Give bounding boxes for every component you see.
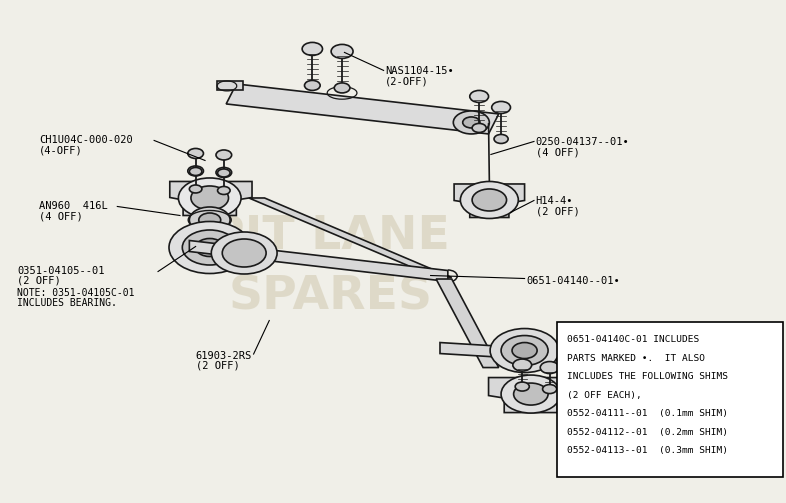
Circle shape [302, 42, 322, 55]
Polygon shape [226, 84, 499, 134]
Circle shape [513, 383, 548, 405]
Text: INCLUDES THE FOLLOWING SHIMS: INCLUDES THE FOLLOWING SHIMS [567, 372, 728, 381]
Circle shape [494, 134, 508, 143]
Text: 0250-04137--01•: 0250-04137--01• [535, 137, 630, 147]
Text: (2 OFF): (2 OFF) [535, 206, 579, 216]
Text: 0351-04105--01: 0351-04105--01 [17, 266, 105, 276]
Circle shape [490, 328, 559, 373]
Circle shape [216, 150, 232, 160]
Polygon shape [170, 182, 252, 215]
Polygon shape [489, 378, 573, 412]
Text: (2-OFF): (2-OFF) [385, 76, 429, 87]
Circle shape [178, 178, 241, 218]
Text: 0651-04140C-01 INCLUDES: 0651-04140C-01 INCLUDES [567, 335, 699, 344]
Circle shape [512, 359, 531, 371]
Text: NAS1104-15•: NAS1104-15• [385, 66, 454, 76]
Circle shape [169, 221, 251, 274]
Circle shape [189, 185, 202, 193]
Circle shape [216, 167, 232, 178]
Text: 0552-04112--01  (0.2mm SHIM): 0552-04112--01 (0.2mm SHIM) [567, 428, 728, 437]
Circle shape [454, 111, 490, 134]
Text: (4-OFF): (4-OFF) [39, 145, 83, 155]
Text: 0552-04111--01  (0.1mm SHIM): 0552-04111--01 (0.1mm SHIM) [567, 409, 728, 418]
Circle shape [542, 385, 556, 393]
Circle shape [501, 336, 548, 366]
FancyBboxPatch shape [557, 321, 783, 477]
Circle shape [572, 349, 586, 358]
Circle shape [472, 123, 487, 132]
Circle shape [199, 213, 221, 227]
Polygon shape [189, 240, 448, 282]
Circle shape [582, 349, 603, 362]
Circle shape [222, 239, 266, 267]
Circle shape [566, 345, 593, 362]
Circle shape [211, 232, 277, 274]
Circle shape [470, 91, 489, 103]
Text: (2 OFF): (2 OFF) [196, 361, 240, 371]
Text: (2 OFF EACH),: (2 OFF EACH), [567, 390, 641, 399]
Text: H14-4•: H14-4• [535, 197, 573, 206]
Text: 61903-2RS: 61903-2RS [196, 351, 252, 361]
Text: SPARES: SPARES [228, 274, 432, 319]
Text: (2 OFF): (2 OFF) [17, 276, 61, 286]
Text: (4 OFF): (4 OFF) [535, 147, 579, 157]
Circle shape [218, 187, 230, 195]
Text: 0552-04113--01  (0.3mm SHIM): 0552-04113--01 (0.3mm SHIM) [567, 446, 728, 455]
Polygon shape [454, 184, 524, 217]
Circle shape [512, 343, 537, 359]
Circle shape [461, 182, 518, 218]
Circle shape [304, 80, 320, 91]
Circle shape [188, 148, 204, 158]
Circle shape [515, 382, 529, 391]
Text: AN960  416L: AN960 416L [39, 202, 108, 211]
Circle shape [182, 230, 237, 265]
Circle shape [189, 207, 230, 233]
Text: PIT LANE: PIT LANE [211, 214, 450, 259]
Circle shape [191, 186, 229, 210]
Polygon shape [436, 279, 499, 368]
Circle shape [540, 362, 559, 374]
Text: INCLUDES BEARING.: INCLUDES BEARING. [17, 297, 117, 307]
Text: 0651-04140--01•: 0651-04140--01• [526, 276, 620, 286]
Text: NOTE: 0351-04105C-01: NOTE: 0351-04105C-01 [17, 288, 134, 297]
Circle shape [501, 375, 560, 413]
Circle shape [463, 117, 480, 128]
Circle shape [189, 167, 202, 176]
Text: PARTS MARKED •.  IT ALSO: PARTS MARKED •. IT ALSO [567, 354, 705, 363]
Circle shape [334, 83, 350, 93]
Polygon shape [440, 343, 604, 364]
Circle shape [331, 44, 353, 58]
Polygon shape [217, 81, 243, 91]
Circle shape [196, 238, 224, 257]
Circle shape [472, 189, 506, 211]
Circle shape [218, 169, 230, 177]
Polygon shape [249, 198, 452, 278]
Text: (4 OFF): (4 OFF) [39, 211, 83, 221]
Text: CH1U04C-000-020: CH1U04C-000-020 [39, 135, 133, 145]
Circle shape [492, 102, 510, 114]
Circle shape [188, 166, 204, 176]
